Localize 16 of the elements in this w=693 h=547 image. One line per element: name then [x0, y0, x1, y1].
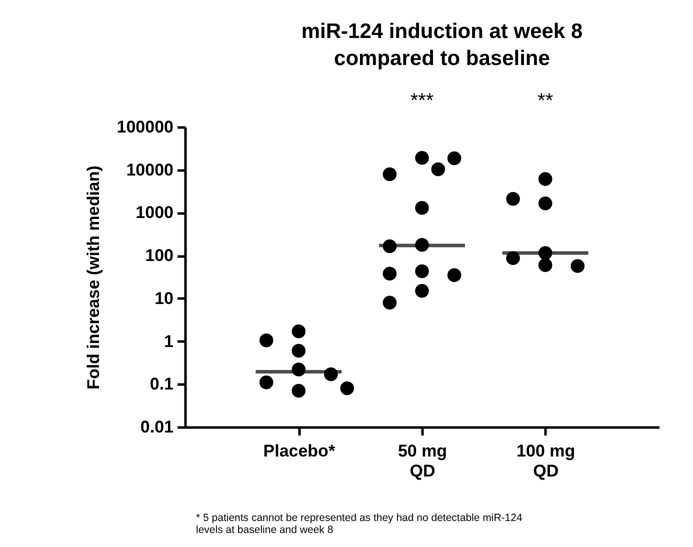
- y-tick-label: 1: [164, 332, 174, 351]
- y-tick-label: 0.01: [140, 418, 174, 436]
- y-tick-label: 1000: [136, 203, 174, 222]
- x-tick-label: Placebo*: [263, 442, 336, 460]
- y-tick-label: 100: [145, 246, 174, 266]
- text: **: [538, 90, 554, 112]
- text: * 5 patients cannot be represented as they had no detectable miR-124 levels at baseline and week 8: [196, 512, 524, 536]
- y-tick-label: 10000: [126, 160, 174, 180]
- x-tick-label: 100 mg QD: [516, 442, 576, 480]
- y-tick-label: 10: [154, 288, 174, 308]
- y-tick-label: 0.1: [150, 374, 174, 394]
- text: ***: [410, 90, 434, 112]
- y-tick-label: 100000: [116, 118, 174, 136]
- x-tick-label: 50 mg QD: [398, 442, 448, 480]
- chart-title: miR-124 induction at week 8 compared to baseline: [301, 20, 583, 70]
- y-axis-title: Fold increase (with median): [84, 166, 103, 390]
